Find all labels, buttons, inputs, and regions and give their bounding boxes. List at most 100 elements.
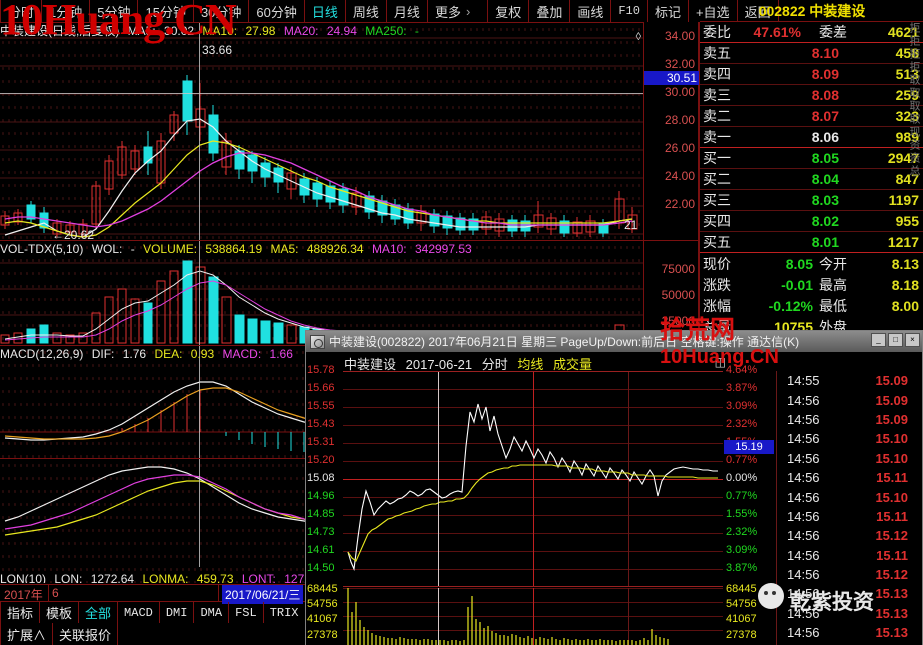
indicator-button-zhibiao[interactable]: 指标 (0, 602, 41, 623)
popup-body[interactable]: 中装建设 2017-06-21 分时 均线 成交量 ◫ (306, 352, 922, 645)
bid-row-2[interactable]: 买二 8.04 847 (700, 169, 923, 190)
bid-row-4[interactable]: 买四 8.02 955 (700, 211, 923, 232)
lon-value: 1272.64 (90, 572, 135, 583)
kline-price-pane[interactable]: 中装建设(日线,后复权) MA5: 30.02 MA10: 27.98 MA20… (0, 22, 643, 240)
ask-volume: 259 (895, 87, 919, 103)
bid-row-3[interactable]: 买三 8.03 1197 (700, 190, 923, 211)
intraday-volume-plot[interactable] (343, 588, 723, 645)
stat-row-current: 现价 8.05 今开 8.13 (700, 253, 923, 274)
indicator-button-moban[interactable]: 模板 (40, 602, 80, 623)
high-price-annotation: 33.66 (202, 43, 233, 57)
tick-row[interactable]: 14:56 15.10 (777, 487, 923, 506)
indicator-button-dma[interactable]: DMA (194, 602, 230, 623)
period-button-fenshi[interactable]: 分时 (0, 0, 43, 22)
minimize-button[interactable]: _ (871, 333, 886, 347)
vol-ma10-value: 342997.53 (414, 242, 472, 256)
date-year: 2017年 (4, 588, 43, 602)
bid-row-5[interactable]: 买五 8.01 1217 (700, 232, 923, 253)
indicator-button-trix[interactable]: TRIX (264, 602, 306, 623)
period-button-15min[interactable]: 15分钟 (138, 0, 194, 22)
tick-row[interactable]: 14:56 15.09 (777, 410, 923, 429)
period-button-1min[interactable]: 1分钟 (42, 0, 91, 22)
action-button-diejia[interactable]: 叠加 (529, 0, 571, 22)
bid-label: 买一 (703, 150, 731, 166)
popup-titlebar[interactable]: 中装建设(002822) 2017年06月21日 星期三 PageUp/Down… (306, 331, 922, 352)
tick-row[interactable]: 14:55 15.09 (777, 371, 923, 390)
ext-button-linked-quote[interactable]: 关联报价 (53, 623, 119, 645)
bid-row-1[interactable]: 买一 8.05 2947 (700, 148, 923, 169)
tick-row[interactable]: 14:56 15.13 (777, 604, 923, 623)
tick-price: 15.13 (875, 625, 908, 641)
action-button-biaoji[interactable]: 标记 (648, 0, 689, 22)
ask-row-1[interactable]: 卖一 8.06 989 (700, 127, 923, 148)
axis-label-vol-25000: 25000 (661, 314, 695, 328)
period-button-more[interactable]: 更多 › (434, 3, 471, 20)
tick-row[interactable]: 14:56 15.10 (777, 449, 923, 468)
tick-time: 14:56 (787, 528, 820, 544)
popup-price-3: 15.43 (307, 418, 335, 430)
split-pane-icon[interactable]: ◫ (714, 355, 726, 369)
popup-pct-10: 3.09% (726, 544, 758, 556)
vol-ma5-label: MA5: (270, 242, 299, 256)
top-toolbar: 分时 1分钟 5分钟 15分钟 30分钟 60分钟 日线 周线 月线 更多 › … (0, 0, 923, 22)
candlestick-svg (0, 37, 643, 238)
ma10-label: MA10: (202, 24, 238, 38)
tick-row[interactable]: 14:56 15.11 (777, 546, 923, 565)
intraday-price-plot[interactable] (343, 371, 723, 587)
tick-row[interactable]: 14:56 15.13 (777, 584, 923, 603)
ask-row-5[interactable]: 卖五 8.10 458 (700, 43, 923, 64)
volume-info-line: VOL-TDX(5,10) WOL: - VOLUME: 538864.19 M… (0, 242, 477, 257)
ext-button-expand[interactable]: 扩展∧ (0, 623, 54, 645)
bid-label: 买三 (703, 192, 731, 208)
ask-row-2[interactable]: 卖二 8.07 323 (700, 106, 923, 127)
indicator-button-macd[interactable]: MACD (118, 602, 160, 623)
ask-volume: 323 (895, 108, 919, 124)
close-button[interactable]: × (905, 333, 920, 347)
period-button-daily[interactable]: 日线 (305, 0, 346, 22)
ask-label: 卖一 (703, 129, 731, 145)
maximize-button[interactable]: □ (888, 333, 903, 347)
indicator-button-fsl[interactable]: FSL (229, 602, 264, 623)
tick-price: 15.13 (875, 605, 908, 621)
ask-row-3[interactable]: 卖三 8.08 259 (700, 85, 923, 106)
stat-label-current: 现价 (703, 255, 731, 272)
period-button-5min[interactable]: 5分钟 (90, 0, 139, 22)
action-button-add-favorite[interactable]: +自选 (689, 0, 738, 22)
tick-time: 14:56 (787, 567, 820, 583)
intraday-popup-window[interactable]: 中装建设(002822) 2017年06月21日 星期三 PageUp/Down… (305, 330, 923, 645)
ask-row-4[interactable]: 卖四 8.09 513 (700, 64, 923, 85)
lonma-label: LONMA: (142, 572, 189, 583)
ma20-value: 24.94 (326, 24, 357, 38)
action-button-f10[interactable]: F10 (611, 0, 648, 22)
volume-indicator-name: VOL-TDX(5,10) (0, 242, 84, 256)
tick-row[interactable]: 14:56 15.12 (777, 565, 923, 584)
period-button-60min[interactable]: 60分钟 (249, 0, 305, 22)
ask-price: 8.06 (811, 129, 839, 145)
popup-vol-r2: 41067 (726, 613, 757, 625)
period-button-30min[interactable]: 30分钟 (194, 0, 250, 22)
tick-price: 15.13 (875, 586, 908, 602)
tick-row[interactable]: 14:56 15.12 (777, 526, 923, 545)
action-button-fuquan[interactable]: 复权 (487, 0, 530, 22)
action-button-huaxian[interactable]: 画线 (570, 0, 612, 22)
action-button-back[interactable]: 返回 (738, 0, 779, 22)
popup-pct-3: 2.32% (726, 418, 758, 430)
popup-vol-3: 27378 (307, 629, 338, 641)
tick-row[interactable]: 14:56 15.11 (777, 507, 923, 526)
axis-label-28: 28.00 (664, 113, 695, 127)
lon-label: LON: (54, 572, 83, 583)
tick-row[interactable]: 14:56 15.11 (777, 468, 923, 487)
tick-row[interactable]: 14:56 15.13 (777, 623, 923, 642)
tick-row[interactable]: 14:56 15.10 (777, 429, 923, 448)
popup-price-2: 15.55 (307, 400, 335, 412)
ask-label: 卖五 (703, 45, 731, 61)
period-button-weekly[interactable]: 周线 (346, 0, 387, 22)
quote-panel: 002822 中装建设 委比 47.61% 委差 4621 卖五 8.10 45… (699, 3, 923, 335)
indicator-button-dmi[interactable]: DMI (160, 602, 195, 623)
tick-list[interactable]: 14:55 15.09 14:56 15.09 14:56 15.09 14:5… (776, 371, 923, 645)
bid-volume: 847 (895, 171, 919, 187)
indicator-button-quanbu[interactable]: 全部 (79, 602, 119, 623)
price-axis-column: 34.00 32.00 30.51 30.00 28.00 26.00 24.0… (643, 22, 700, 584)
tick-row[interactable]: 14:56 15.09 (777, 390, 923, 409)
period-button-monthly[interactable]: 月线 (387, 0, 428, 22)
